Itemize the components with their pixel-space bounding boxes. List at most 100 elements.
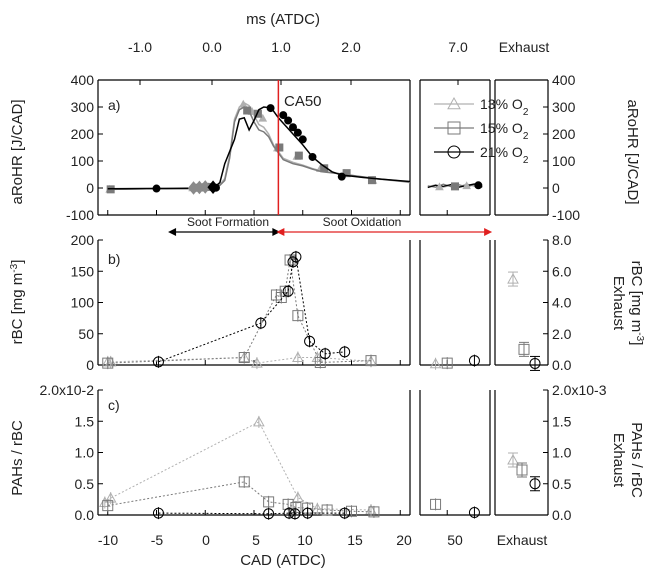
arrowhead-right-red: [484, 228, 493, 236]
square-marker: [346, 505, 357, 517]
y-tick-label-right: 400: [552, 72, 576, 88]
panel-c-ytick-labels: 0.0 0.5 1.0 1.5 2.0x10-2 0.0 0.5 1.0 1.5 2.0x10-3: [40, 382, 607, 523]
y-tick-label: 100: [71, 153, 95, 169]
y-tick-label: 0: [86, 357, 94, 373]
panel-b-marks: [101, 250, 541, 371]
soot-formation-label: Soot Formation: [187, 215, 269, 229]
soot-oxidation-label: Soot Oxidation: [323, 215, 402, 229]
circle-marker: [529, 478, 541, 490]
top-tick-label: 7.0: [448, 39, 468, 55]
bottom-axis: -10 -5 0 5 10 15 20 50 Exhaust CAD (ATDC…: [98, 532, 548, 569]
panel-b-ylabel-left: rBC [mg m-3]: [9, 260, 27, 345]
square-marker: [518, 343, 530, 355]
y-tick-label-right: 300: [552, 99, 576, 115]
diamond-marker: [199, 180, 211, 194]
y-tick-label: 0: [86, 180, 94, 196]
circle-marker: [279, 111, 288, 120]
triangle-marker: [258, 113, 268, 122]
phase-annotations: Soot Formation Soot Oxidation: [168, 215, 493, 236]
panel-a-ytick-labels: -100 0 100 200 300 400 -100 0 100 200 300 400: [66, 72, 580, 223]
y-tick-label: 150: [71, 263, 95, 279]
y-tick-label: 400: [71, 72, 95, 88]
circle-marker: [284, 116, 293, 125]
circle-marker: [319, 348, 331, 360]
triangle-marker: [253, 415, 265, 427]
y-tick-label: 300: [71, 99, 95, 115]
panel-a-marks: [105, 80, 483, 215]
dotted-connector: [158, 255, 345, 363]
y-tick-label-right: 0.0: [552, 507, 572, 523]
square-marker: [367, 176, 376, 185]
top-tick-label: 0.0: [202, 39, 222, 55]
square-marker: [368, 506, 380, 518]
triangle-marker: [435, 182, 444, 191]
circle-marker: [255, 317, 267, 329]
panel-b-ylabel-right-1: Exhaust: [610, 276, 627, 331]
dotted-connector: [107, 259, 372, 364]
diamond-marker: [207, 180, 219, 194]
circle-marker: [339, 507, 351, 519]
y-tick-label-right: -100: [552, 207, 580, 223]
circle-marker: [289, 123, 297, 132]
bottom-tick-label: 0: [202, 532, 210, 548]
square-marker: [314, 357, 326, 368]
square-marker: [102, 500, 114, 512]
bottom-tick-label: 10: [297, 532, 313, 548]
bottom-axis-label: CAD (ATDC): [240, 552, 326, 569]
panel-a: a) aRoHR [J/CAD] aRoHR [J/CAD] -100 0 100 2…: [9, 72, 641, 223]
square-marker: [243, 106, 252, 115]
circle-marker: [474, 181, 483, 190]
ca50-label: CA50: [284, 93, 322, 110]
square-marker: [292, 310, 304, 322]
bottom-tick-label: 50: [447, 532, 463, 548]
circle-marker: [263, 508, 275, 520]
panel-b-ylabel-right-2: rBC [mg m-3]: [628, 261, 646, 346]
circle-marker: [289, 508, 301, 520]
top-tick-label: -1.0: [128, 39, 152, 55]
square-marker: [294, 151, 303, 160]
circle-marker: [283, 507, 295, 519]
dotted-connector: [107, 481, 374, 513]
y-tick-label-right: 200: [552, 126, 576, 142]
dotted-connector: [158, 512, 345, 515]
y-tick-label-right: 8.0: [552, 232, 572, 248]
bottom-tick-label: 20: [396, 532, 412, 548]
circle-marker: [293, 128, 302, 137]
y-tick-label-right: 6.0: [552, 263, 572, 279]
panel-c-tag: c): [108, 397, 120, 413]
legend-label: 21% O2: [480, 144, 529, 166]
circle-marker: [302, 507, 314, 519]
top-axis: ms (ATDC) -1.0 0.0 1.0 2.0 7.0 Exhaust: [128, 11, 549, 55]
panel-c-ylabel-right-1: Exhaust: [610, 433, 627, 488]
panel-a-ylabel-left: aRoHR [J/CAD]: [9, 99, 26, 204]
square-marker: [238, 352, 250, 363]
circle-marker: [304, 335, 316, 347]
y-tick-label: 0.5: [75, 476, 95, 492]
triangle-marker: [292, 351, 304, 362]
square-marker: [451, 182, 459, 191]
triangle-marker: [447, 96, 461, 110]
arrowhead-left: [168, 228, 177, 236]
top-axis-label: ms (ATDC): [246, 11, 320, 28]
top-tick-label: 1.0: [271, 39, 291, 55]
triangle-marker: [311, 502, 324, 514]
y-tick-label-right: 0.0: [552, 357, 572, 373]
square-marker: [430, 498, 442, 510]
square-marker: [238, 476, 250, 488]
y-tick-label: 1.0: [75, 445, 95, 461]
circle-marker: [152, 184, 161, 193]
panel-b-tag: b): [108, 251, 120, 267]
bottom-tick-label: -10: [98, 532, 118, 548]
circle-marker: [468, 507, 480, 518]
triangle-marker: [104, 492, 117, 503]
square-marker: [282, 498, 294, 510]
bottom-tick-label: 5: [252, 532, 260, 548]
square-marker: [279, 285, 291, 297]
square-marker: [290, 502, 302, 513]
y-tick-label: 1.5: [75, 413, 95, 429]
panel-c-ylabel-right-2: PAHs / rBC: [628, 422, 645, 498]
y-tick-label: 200: [71, 126, 95, 142]
legend-label: 15% O2: [480, 120, 529, 142]
circle-marker: [290, 251, 302, 263]
